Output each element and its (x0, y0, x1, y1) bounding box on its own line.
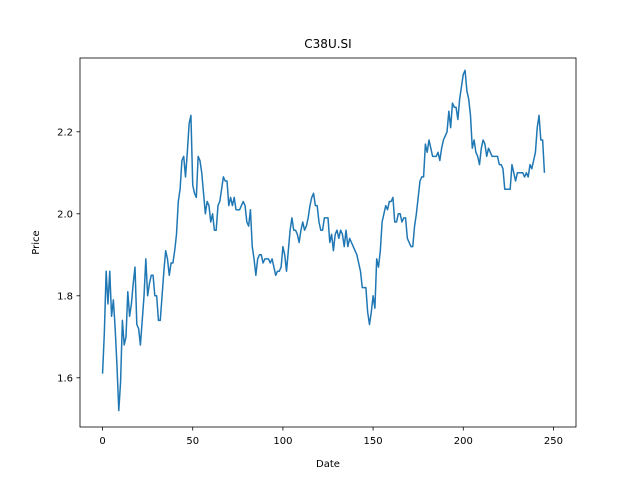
y-tick-label: 1.6 (57, 373, 73, 384)
x-axis-label: Date (316, 459, 340, 470)
y-axis: 1.6 1.8 2.0 2.2 (57, 127, 80, 384)
series-line-0 (101, 69, 546, 412)
y-tick-label: 2.0 (57, 209, 73, 220)
plot-area (101, 69, 546, 412)
x-axis: 0 50 100 150 200 250 (99, 427, 563, 447)
y-tick-label: 2.2 (57, 127, 73, 138)
axes-frame (79, 57, 577, 428)
y-axis-label: Price (31, 230, 42, 254)
x-tick-label: 150 (364, 436, 383, 447)
x-tick-label: 100 (273, 436, 292, 447)
x-tick-label: 50 (186, 436, 199, 447)
x-tick-label: 250 (544, 436, 563, 447)
x-tick-label: 0 (99, 436, 105, 447)
x-tick-label: 200 (454, 436, 473, 447)
y-tick-label: 1.8 (57, 291, 73, 302)
chart-title: C38U.SI (304, 37, 351, 51)
